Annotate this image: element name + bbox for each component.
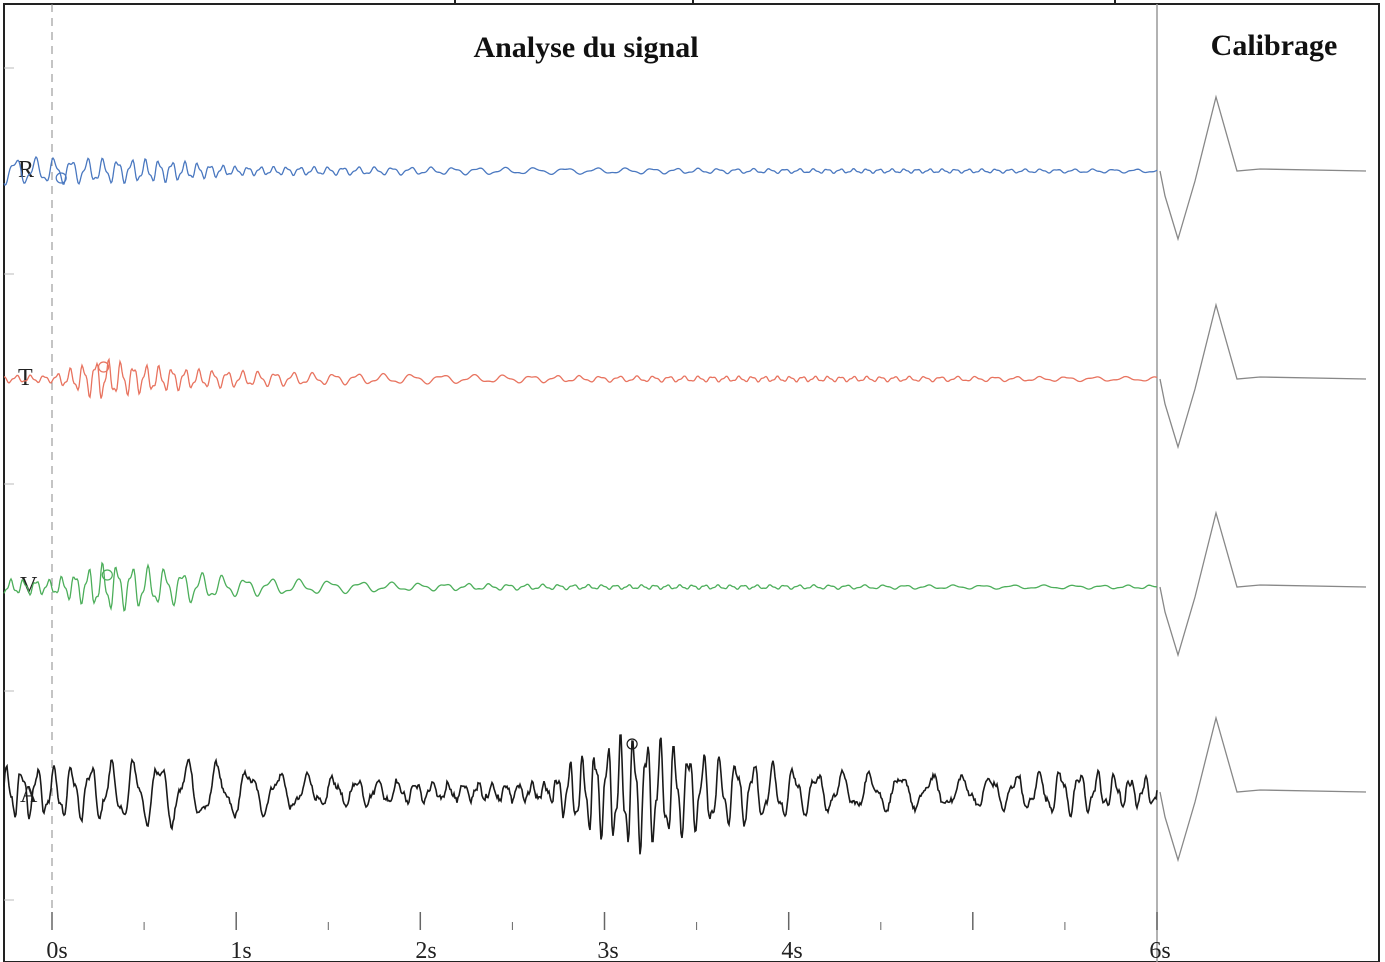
tick-label-0s: 0s <box>46 938 67 962</box>
event-marker-v <box>101 569 113 581</box>
time-axis: 0s 1s 2s 3s 4s 6s <box>46 912 1171 962</box>
trace-r <box>3 155 1158 187</box>
tick-label-4s: 4s <box>781 938 802 962</box>
tick-label-2s: 2s <box>415 938 436 962</box>
calibration-pulse-v <box>1159 510 1367 658</box>
event-markers <box>55 172 638 750</box>
tick-label-3s: 3s <box>597 938 618 962</box>
calibration-pulse-t <box>1159 302 1367 450</box>
channel-label-a: A <box>20 782 38 808</box>
plot-frame <box>3 3 1380 962</box>
channel-label-t: T <box>18 365 33 391</box>
trace-group <box>3 155 1158 855</box>
tick-label-6s: 6s <box>1149 938 1170 962</box>
trace-v <box>3 561 1158 612</box>
calibration-title: Calibrage <box>1211 29 1338 62</box>
calibration-pulse-a <box>1159 715 1367 863</box>
chart-title: Analyse du signal <box>473 31 698 64</box>
event-marker-t <box>97 361 110 373</box>
trace-a <box>3 734 1158 855</box>
calibration-group <box>1159 94 1367 863</box>
event-marker-a <box>626 738 638 750</box>
channel-label-v: V <box>20 573 38 599</box>
calibration-pulse-r <box>1159 94 1367 242</box>
event-marker-r <box>55 172 67 184</box>
tick-label-1s: 1s <box>230 938 251 962</box>
trace-t <box>3 357 1158 399</box>
left-edge-ticks <box>4 67 14 901</box>
